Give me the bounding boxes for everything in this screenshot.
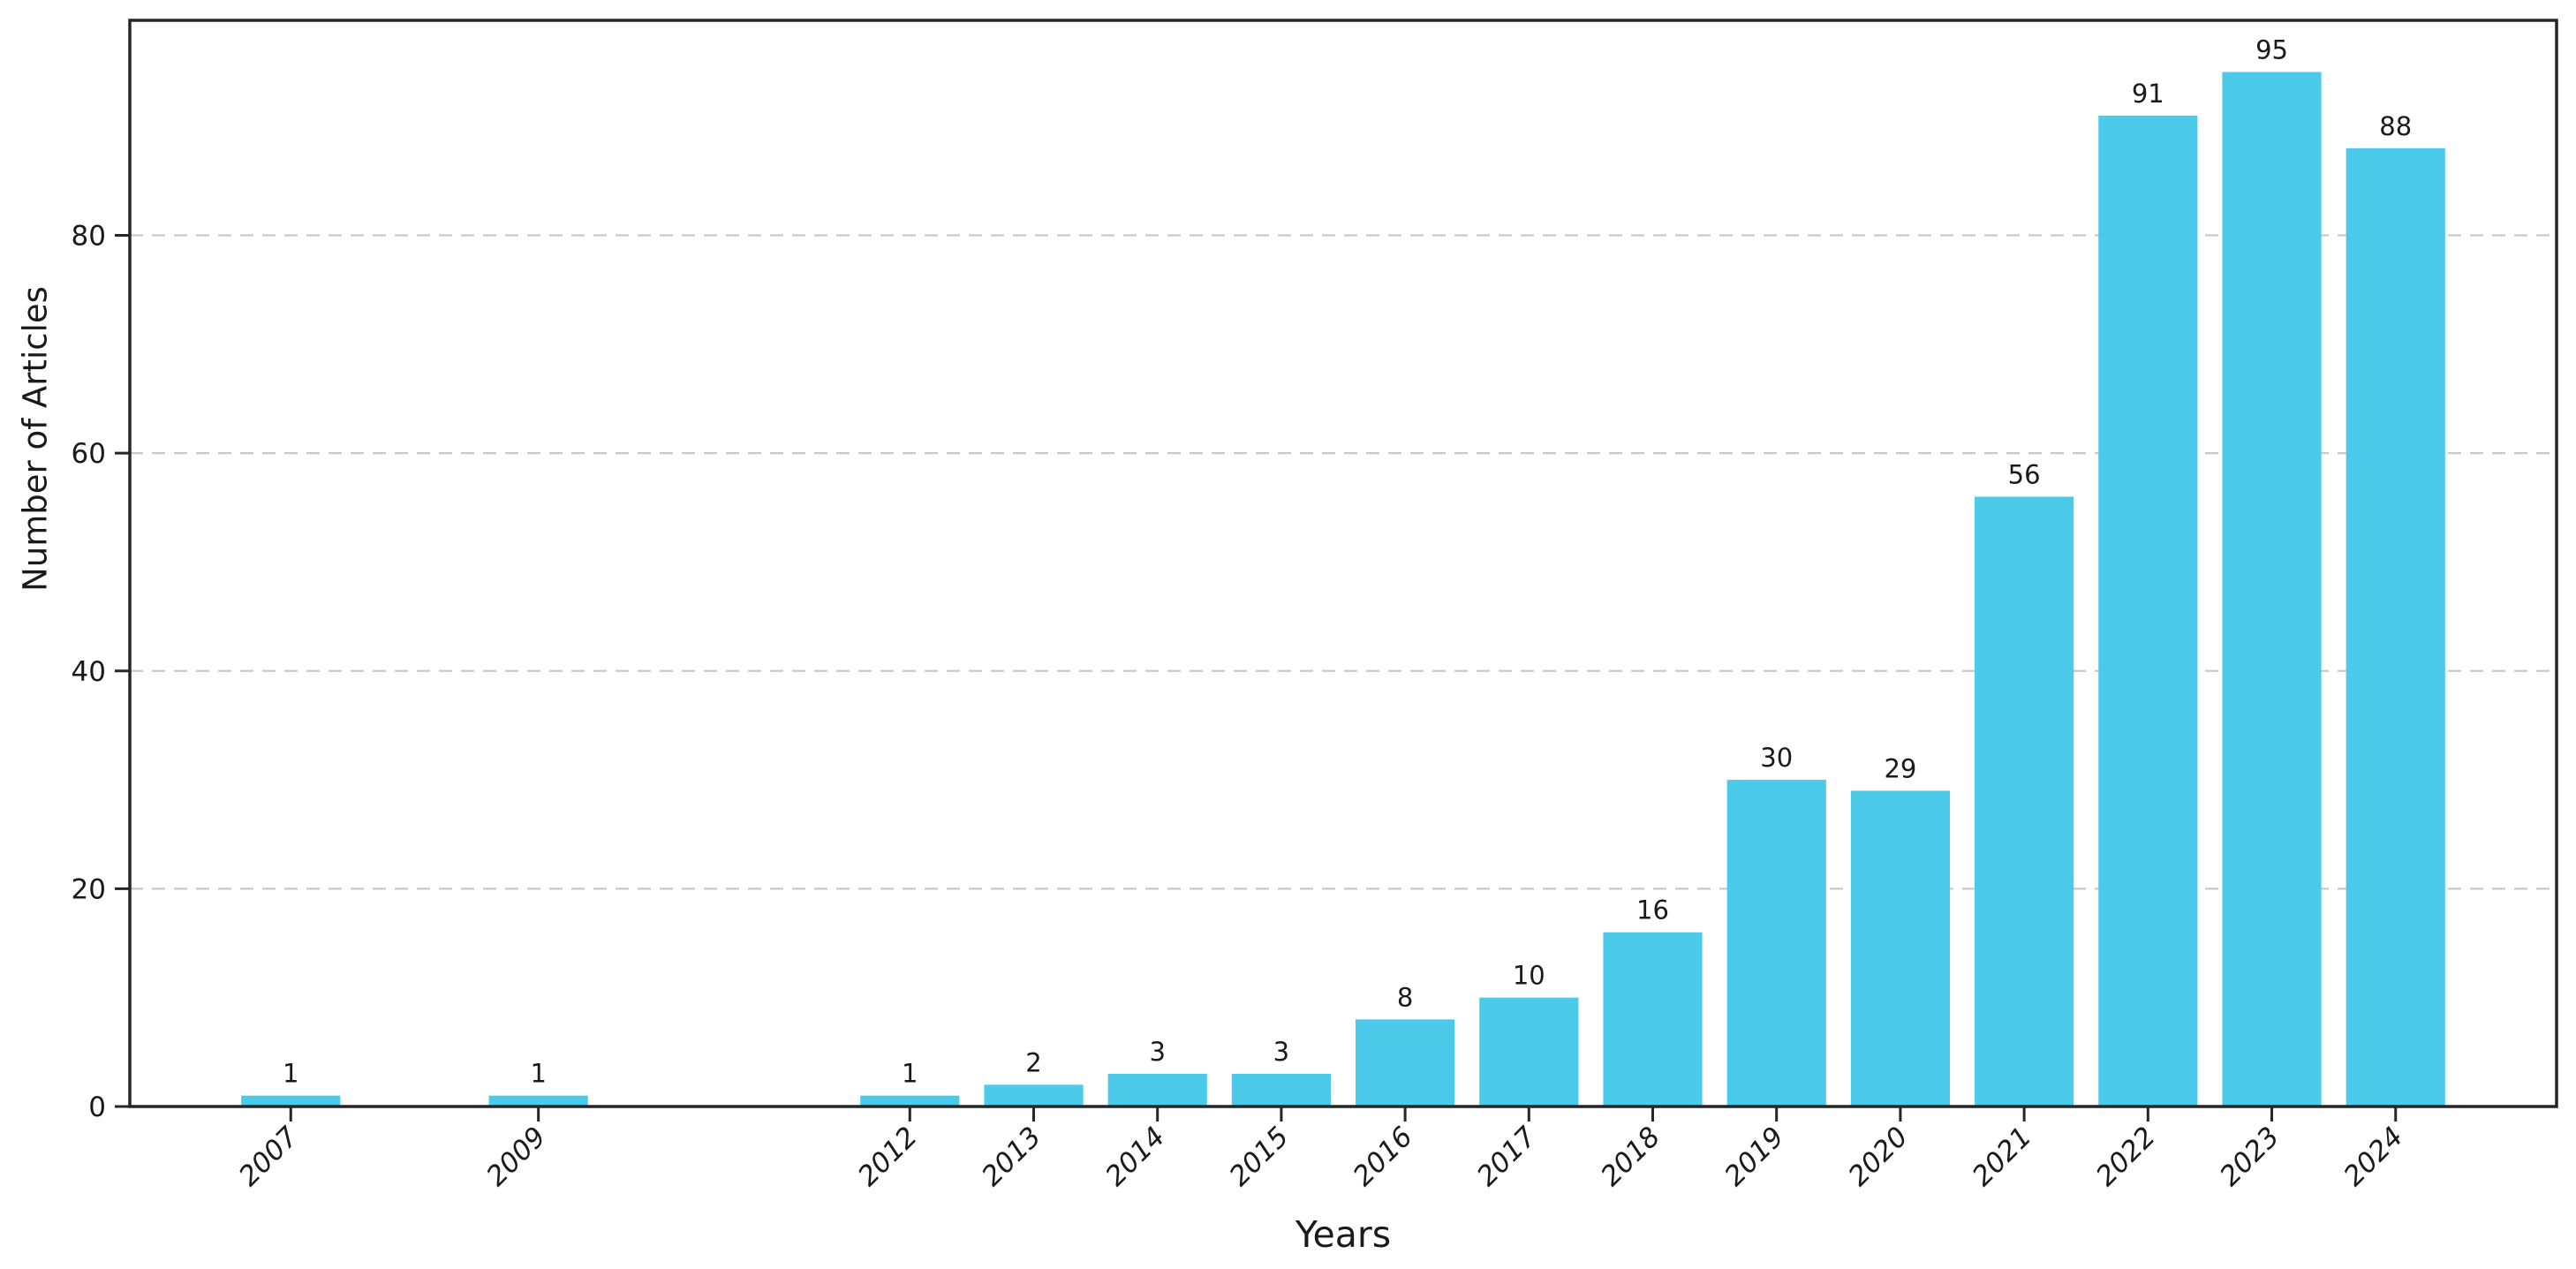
y-tick-label-80: 80 bbox=[72, 221, 106, 253]
bar-2009 bbox=[488, 1095, 588, 1107]
bar-value-label-2013: 2 bbox=[1025, 1047, 1041, 1077]
bar-value-label-2007: 1 bbox=[283, 1059, 298, 1089]
x-tick-label-2021: 2021 bbox=[1967, 1121, 2038, 1192]
x-tick-label-2020: 2020 bbox=[1842, 1121, 1914, 1192]
x-tick-label-2017: 2017 bbox=[1471, 1121, 1543, 1192]
bar-value-label-2009: 1 bbox=[530, 1059, 546, 1089]
x-axis-label: Years bbox=[1295, 1213, 1392, 1256]
x-tick-label-2019: 2019 bbox=[1719, 1121, 1790, 1192]
bar-value-label-2024: 88 bbox=[2379, 111, 2412, 141]
bar-value-label-2015: 3 bbox=[1273, 1037, 1289, 1067]
y-axis-label: Number of Articles bbox=[16, 286, 55, 592]
bar-value-label-2020: 29 bbox=[1884, 753, 1916, 783]
bar-value-label-2023: 95 bbox=[2255, 35, 2288, 65]
bar-2012 bbox=[860, 1095, 960, 1107]
bar-2021 bbox=[1975, 496, 2074, 1107]
bar-value-label-2017: 10 bbox=[1513, 961, 1545, 991]
bar-value-label-2021: 56 bbox=[2008, 459, 2041, 489]
bar-value-label-2016: 8 bbox=[1397, 982, 1413, 1012]
x-tick-label-2007: 2007 bbox=[233, 1121, 305, 1192]
bar-2013 bbox=[984, 1084, 1084, 1107]
x-tick-label-2013: 2013 bbox=[976, 1121, 1047, 1192]
x-tick-label-2016: 2016 bbox=[1348, 1121, 1419, 1192]
x-tick-label-2023: 2023 bbox=[2214, 1121, 2285, 1192]
bar-2018 bbox=[1603, 932, 1703, 1107]
bar-2020 bbox=[1850, 790, 1950, 1107]
x-tick-label-2014: 2014 bbox=[1099, 1121, 1171, 1192]
bar-2015 bbox=[1231, 1074, 1331, 1107]
y-tick-label-20: 20 bbox=[72, 873, 106, 905]
y-tick-label-60: 60 bbox=[72, 438, 106, 470]
bar-2019 bbox=[1726, 780, 1826, 1107]
bar-value-label-2014: 3 bbox=[1149, 1037, 1165, 1067]
bar-value-label-2018: 16 bbox=[1636, 895, 1669, 925]
bar-value-label-2012: 1 bbox=[902, 1059, 918, 1089]
x-tick-label-2018: 2018 bbox=[1595, 1121, 1666, 1192]
bar-value-label-2019: 30 bbox=[1760, 743, 1793, 773]
bar-2023 bbox=[2222, 72, 2322, 1107]
x-tick-label-2009: 2009 bbox=[480, 1121, 552, 1192]
x-tick-label-2022: 2022 bbox=[2090, 1121, 2162, 1192]
y-tick-label-0: 0 bbox=[88, 1091, 106, 1123]
x-tick-label-2024: 2024 bbox=[2338, 1121, 2409, 1192]
bar-2017 bbox=[1479, 997, 1579, 1107]
bar-2022 bbox=[2098, 115, 2198, 1107]
bar-2014 bbox=[1107, 1074, 1207, 1107]
bar-2016 bbox=[1356, 1019, 1455, 1107]
x-tick-label-2015: 2015 bbox=[1223, 1121, 1295, 1192]
bar-2024 bbox=[2346, 147, 2445, 1107]
bar-value-label-2022: 91 bbox=[2132, 79, 2164, 109]
y-tick-label-40: 40 bbox=[72, 656, 106, 688]
plot-spines bbox=[128, 19, 2558, 1108]
x-tick-label-2012: 2012 bbox=[852, 1121, 924, 1192]
bar-2007 bbox=[241, 1095, 341, 1107]
